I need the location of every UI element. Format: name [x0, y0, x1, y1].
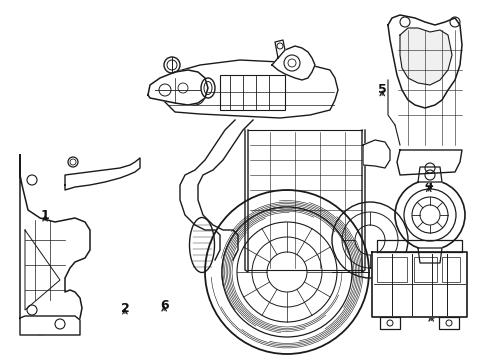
Polygon shape: [363, 140, 390, 168]
Polygon shape: [388, 15, 462, 108]
Polygon shape: [372, 252, 467, 317]
Text: 6: 6: [160, 299, 169, 312]
Bar: [414, 257, 437, 282]
Text: 4: 4: [424, 179, 433, 192]
Bar: [377, 257, 407, 282]
Bar: [442, 257, 460, 282]
Polygon shape: [20, 316, 80, 335]
Bar: [380, 317, 400, 329]
Polygon shape: [20, 155, 90, 335]
Polygon shape: [160, 60, 338, 118]
Polygon shape: [418, 248, 442, 263]
Text: 3: 3: [427, 309, 436, 322]
Polygon shape: [418, 167, 442, 182]
Text: 2: 2: [121, 302, 129, 315]
Bar: [439, 317, 459, 329]
Polygon shape: [275, 40, 285, 58]
Text: 5: 5: [378, 84, 387, 96]
Polygon shape: [397, 150, 462, 175]
Polygon shape: [272, 46, 315, 80]
Polygon shape: [65, 158, 140, 190]
Polygon shape: [148, 70, 208, 105]
Text: 1: 1: [41, 209, 49, 222]
Polygon shape: [400, 28, 452, 85]
Bar: [220, 75, 285, 110]
